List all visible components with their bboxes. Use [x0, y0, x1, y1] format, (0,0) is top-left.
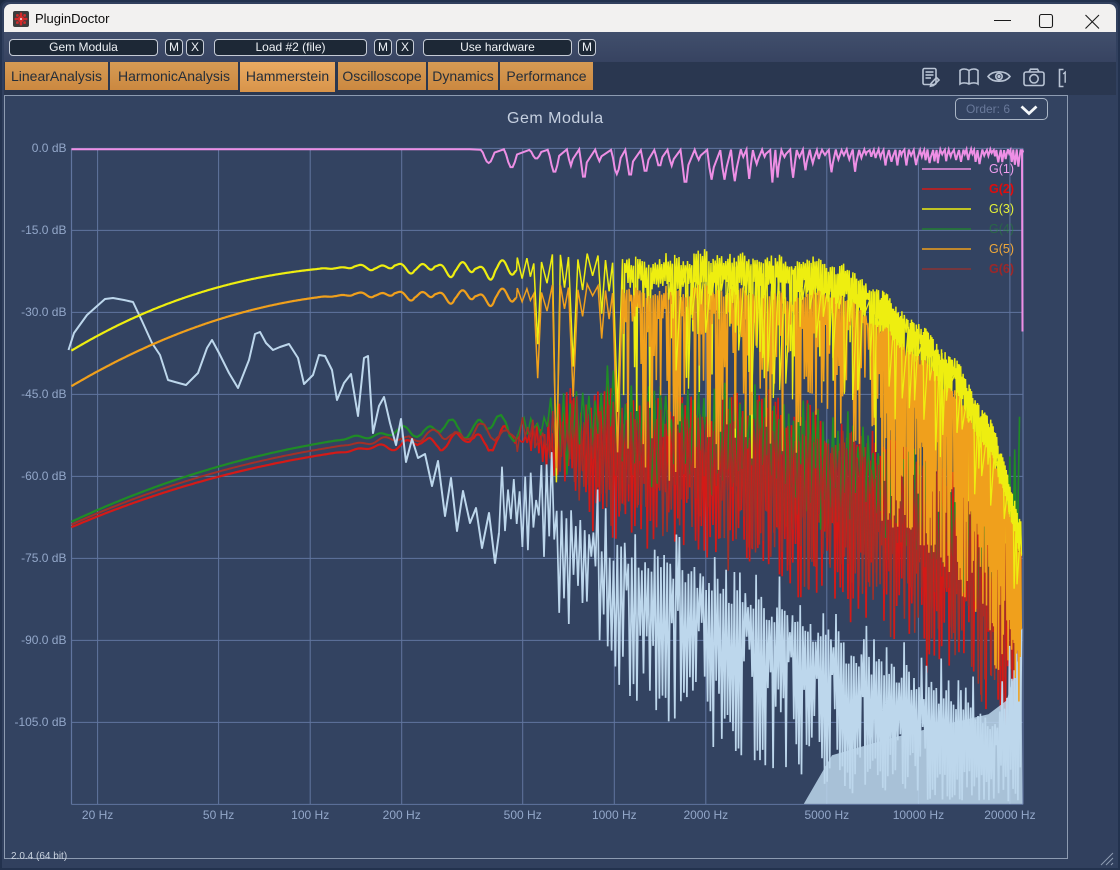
svg-text:10000 Hz: 10000 Hz — [893, 808, 944, 822]
svg-text:G(1): G(1) — [989, 162, 1014, 176]
svg-text:G(2): G(2) — [989, 182, 1014, 196]
svg-text:-60.0 dB: -60.0 dB — [21, 469, 66, 483]
svg-text:G(4): G(4) — [989, 222, 1014, 236]
svg-text:2000 Hz: 2000 Hz — [683, 808, 728, 822]
svg-text:0.0 dB: 0.0 dB — [32, 141, 67, 155]
svg-text:100 Hz: 100 Hz — [291, 808, 329, 822]
svg-text:50 Hz: 50 Hz — [203, 808, 234, 822]
svg-text:G(5): G(5) — [989, 242, 1014, 256]
svg-text:-45.0 dB: -45.0 dB — [21, 387, 66, 401]
svg-text:-75.0 dB: -75.0 dB — [21, 551, 66, 565]
svg-text:20 Hz: 20 Hz — [82, 808, 113, 822]
svg-text:500 Hz: 500 Hz — [504, 808, 542, 822]
svg-text:200 Hz: 200 Hz — [383, 808, 421, 822]
svg-text:5000 Hz: 5000 Hz — [804, 808, 849, 822]
svg-text:-30.0 dB: -30.0 dB — [21, 305, 66, 319]
svg-text:20000 Hz: 20000 Hz — [984, 808, 1035, 822]
svg-text:G(6): G(6) — [989, 262, 1014, 276]
svg-text:1000 Hz: 1000 Hz — [592, 808, 637, 822]
svg-text:-90.0 dB: -90.0 dB — [21, 633, 66, 647]
svg-text:-105.0 dB: -105.0 dB — [14, 715, 66, 729]
svg-text:-15.0 dB: -15.0 dB — [21, 223, 66, 237]
svg-text:G(3): G(3) — [989, 202, 1014, 216]
